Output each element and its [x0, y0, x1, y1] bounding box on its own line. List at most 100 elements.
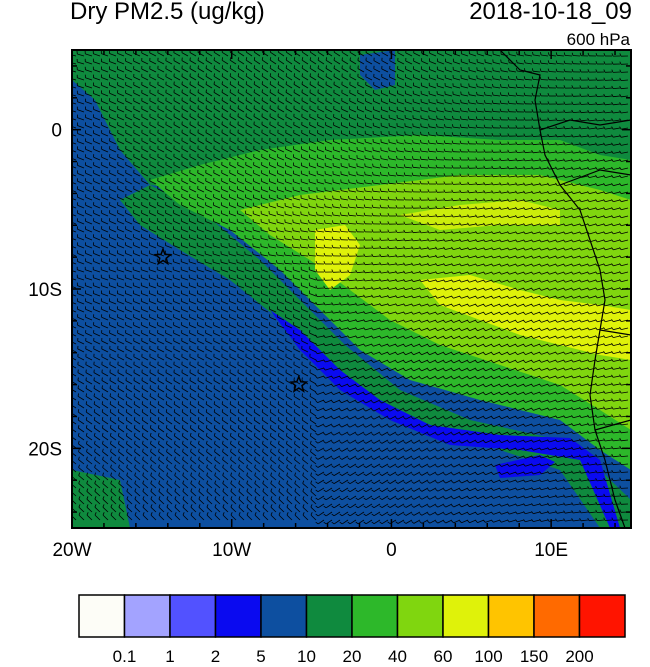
wind-barb	[477, 191, 485, 194]
wind-barb-flag	[419, 148, 422, 152]
wind-barb	[556, 127, 565, 130]
wind-barb-flag	[435, 181, 438, 185]
wind-barb	[421, 271, 429, 274]
wind-barb	[293, 293, 301, 297]
wind-barb	[453, 247, 461, 250]
wind-barb	[221, 156, 229, 161]
wind-barb	[589, 143, 597, 146]
wind-barb	[77, 188, 85, 193]
wind-barb	[333, 141, 341, 145]
wind-barb-flag	[363, 228, 366, 233]
wind-barb-flag	[587, 319, 590, 323]
wind-barb-flag	[571, 311, 574, 315]
wind-barb	[317, 189, 325, 193]
wind-barb	[101, 212, 109, 217]
wind-barb-flag	[603, 191, 606, 194]
wind-barb-flag	[459, 140, 462, 144]
wind-barb	[213, 237, 221, 241]
wind-barb-flag	[451, 287, 454, 291]
wind-barb	[373, 311, 381, 315]
wind-barb-flag	[540, 52, 542, 56]
wind-barb	[429, 118, 437, 121]
wind-barb	[213, 332, 221, 337]
wind-barb	[213, 124, 221, 129]
wind-barb-flag	[539, 117, 542, 121]
wind-barb	[365, 295, 373, 298]
wind-barb	[285, 75, 293, 81]
wind-barb-flag	[595, 327, 598, 331]
wind-barb	[85, 269, 93, 273]
wind-barb-flag	[379, 302, 382, 306]
wind-barb	[501, 303, 509, 307]
wind-barb	[189, 285, 197, 289]
wind-barb	[605, 159, 613, 162]
wind-barb	[596, 87, 605, 89]
wind-barb	[101, 180, 109, 185]
wind-barb	[301, 316, 309, 321]
wind-barb	[381, 109, 389, 113]
wind-barb-flag	[603, 271, 606, 275]
wind-barb-flag	[205, 97, 207, 101]
wind-barb-flag	[443, 279, 446, 283]
wind-barb	[173, 60, 181, 65]
wind-barb	[581, 159, 589, 162]
wind-barb	[237, 67, 245, 73]
wind-barb	[77, 212, 85, 217]
wind-barb	[317, 100, 325, 105]
wind-barb	[356, 206, 365, 209]
wind-barb	[237, 59, 245, 65]
wind-barb	[269, 67, 277, 73]
wind-barb	[93, 261, 101, 265]
wind-barb-flag	[563, 134, 566, 138]
wind-barb-flag	[587, 239, 590, 243]
wind-barb	[285, 332, 293, 337]
wind-barb	[117, 244, 125, 249]
wind-barb	[197, 140, 205, 145]
wind-barb	[381, 133, 389, 137]
wind-barb	[317, 206, 325, 209]
wind-barb	[125, 156, 133, 161]
wind-barb-flag	[451, 222, 454, 226]
wind-barb-flag	[435, 164, 438, 168]
wind-barb	[181, 180, 189, 185]
wind-barb	[557, 215, 565, 219]
wind-barb	[157, 108, 165, 113]
wind-barb-flag	[277, 73, 280, 77]
wind-barb	[500, 167, 509, 170]
wind-barb	[485, 53, 493, 57]
wind-barb-flag	[323, 302, 326, 306]
wind-barb	[620, 87, 629, 90]
wind-barb-flag	[347, 253, 350, 257]
wind-barb	[413, 279, 421, 283]
wind-barb	[509, 247, 517, 251]
wind-barb-flag	[555, 182, 558, 186]
wind-barb	[325, 100, 333, 105]
wind-barb	[277, 277, 285, 281]
wind-barb	[285, 59, 293, 65]
wind-barb-flag	[277, 57, 280, 61]
wind-barb-flag	[459, 132, 462, 136]
wind-barb-flag	[379, 229, 382, 233]
wind-barb-flag	[404, 139, 406, 143]
wind-barb	[565, 167, 573, 170]
wind-barb	[133, 124, 141, 129]
wind-barb	[332, 279, 341, 281]
wind-barb	[181, 60, 189, 65]
wind-barb	[492, 102, 501, 105]
wind-barb	[173, 92, 181, 97]
wind-barb-flag	[451, 255, 454, 258]
wind-barb	[501, 223, 509, 227]
wind-barb	[429, 327, 437, 331]
wind-barb	[484, 167, 493, 169]
wind-barb	[269, 140, 277, 145]
wind-barb	[301, 51, 309, 57]
wind-barb	[261, 140, 269, 145]
wind-barb-flag	[347, 245, 350, 249]
wind-barb-flag	[611, 263, 614, 267]
wind-barb-flag	[396, 155, 398, 159]
wind-barb	[117, 228, 125, 233]
wind-barb-flag	[587, 60, 590, 65]
wind-barb	[469, 94, 477, 97]
wind-barb-flag	[371, 270, 374, 274]
wind-barb	[245, 124, 253, 129]
